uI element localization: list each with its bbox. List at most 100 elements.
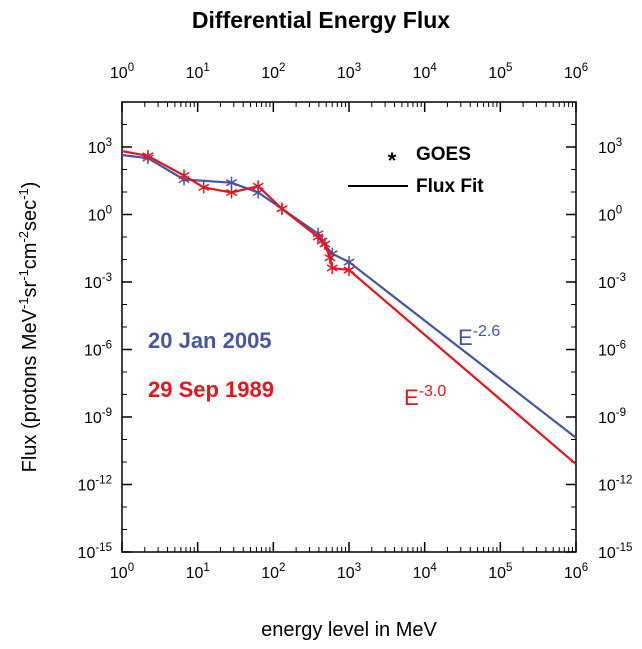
series-name: 20 Jan 2005 [148, 328, 272, 353]
tick-label: 10-9 [84, 407, 112, 427]
tick-label-exponent: 2 [279, 562, 285, 574]
tick-label-base: 10 [261, 565, 279, 582]
tick-label-base: 10 [84, 343, 102, 360]
goes-point [326, 261, 338, 274]
tick-label: 102 [261, 562, 285, 582]
goes-point [142, 149, 154, 162]
tick-label: 10-6 [84, 340, 112, 360]
tick-label-exponent: 3 [355, 62, 361, 74]
tick-label-base: 10 [337, 565, 355, 582]
tick-label: 103 [88, 137, 112, 157]
star-stroke [252, 182, 264, 190]
tick-label-exponent: 1 [203, 62, 209, 74]
fit-line [121, 149, 577, 466]
chart-title: Differential Energy Flux [192, 7, 450, 33]
y-axis-label-part: sr [19, 280, 41, 297]
tick-label-base: 10 [88, 208, 106, 225]
star-stroke [343, 266, 355, 274]
tick-label-exponent: 0 [616, 205, 622, 217]
tick-label-base: 10 [261, 65, 279, 82]
goes-point [198, 181, 210, 194]
tick-label: 10-3 [598, 272, 626, 292]
goes-point [312, 231, 324, 243]
annotation: E-2.6 [458, 323, 500, 350]
y-axis-label-sup: -2 [16, 231, 31, 243]
y-axis-label-part: Flux (protons MeV [19, 308, 41, 472]
plot-frame [121, 101, 577, 553]
tick-label: 105 [488, 562, 512, 582]
tick-label: 101 [186, 562, 210, 582]
tick-label-exponent: -3 [616, 272, 626, 284]
tick-label: 10-15 [78, 542, 112, 562]
star-stroke [198, 183, 210, 192]
tick-label-base: 10 [598, 343, 616, 360]
tick-label-base: 10 [84, 275, 102, 292]
tick-label-exponent: -6 [102, 340, 112, 352]
tick-label-exponent: 6 [582, 562, 588, 574]
tick-label: 10-9 [598, 407, 626, 427]
tick-label-base: 10 [488, 565, 506, 582]
tick-label-exponent: -6 [616, 340, 626, 352]
tick-label-base: 10 [110, 65, 128, 82]
tick-label: 100 [88, 205, 112, 225]
y-axis-label-sup: -1 [16, 297, 31, 309]
goes-point [225, 186, 238, 199]
tick-label-exponent: -3 [102, 272, 112, 284]
tick-label: 10-12 [598, 475, 632, 495]
goes-point [343, 264, 355, 277]
y-axis-label-part: ) [19, 182, 41, 189]
y-axis-label-sup: -1 [16, 188, 31, 200]
y-axis-label-part: cm [19, 243, 41, 270]
tick-label: 10-12 [78, 475, 112, 495]
annotation: E-3.0 [404, 383, 446, 410]
star-stroke [178, 171, 190, 180]
tick-label-exponent: -9 [102, 407, 112, 419]
tick-label-base: 10 [598, 275, 616, 292]
annotation-exponent: -3.0 [419, 383, 447, 400]
annotation-base: E [404, 385, 419, 410]
star-stroke [343, 258, 355, 266]
tick-label-exponent: 3 [106, 137, 112, 149]
tick-label-exponent: 4 [430, 62, 437, 74]
tick-label: 103 [598, 137, 622, 157]
tick-label-base: 10 [110, 565, 128, 582]
tick-label-base: 10 [564, 565, 582, 582]
tick-label: 100 [110, 62, 134, 82]
x-axis-label: energy level in MeV [261, 619, 437, 641]
tick-label: 10-6 [598, 340, 626, 360]
star-stroke [324, 254, 336, 262]
tick-label-exponent: -9 [616, 407, 626, 419]
star-stroke [225, 179, 238, 187]
legend-label: Flux Fit [416, 176, 484, 197]
tick-label-exponent: 1 [203, 562, 209, 574]
tick-label-base: 10 [598, 208, 616, 225]
tick-label-exponent: 2 [279, 62, 285, 74]
tick-label-exponent: 3 [616, 137, 622, 149]
tick-label-base: 10 [186, 565, 204, 582]
annotation-base: E [458, 325, 473, 350]
tick-label: 103 [337, 562, 361, 582]
goes-point [276, 202, 288, 215]
star-stroke [326, 264, 338, 272]
tick-label-base: 10 [413, 565, 431, 582]
tick-label-exponent: 0 [128, 62, 134, 74]
tick-label-base: 10 [598, 478, 616, 495]
tick-label-base: 10 [337, 65, 355, 82]
tick-label: 100 [598, 205, 622, 225]
tick-label-exponent: -12 [616, 475, 633, 487]
series-name: 29 Sep 1989 [148, 377, 274, 402]
tick-label-exponent: 5 [506, 62, 512, 74]
star-stroke [225, 188, 238, 197]
tick-label-base: 10 [488, 65, 506, 82]
tick-label: 106 [564, 562, 588, 582]
annotation-exponent: -2.6 [473, 323, 501, 340]
tick-label: 103 [337, 62, 361, 82]
goes-point [252, 180, 264, 193]
tick-label-base: 10 [84, 410, 102, 427]
goes-point [319, 237, 331, 250]
legend-symbol: * [388, 148, 397, 173]
tick-label-exponent: -15 [95, 542, 112, 554]
tick-label: 104 [413, 562, 438, 582]
star-stroke [276, 205, 288, 213]
